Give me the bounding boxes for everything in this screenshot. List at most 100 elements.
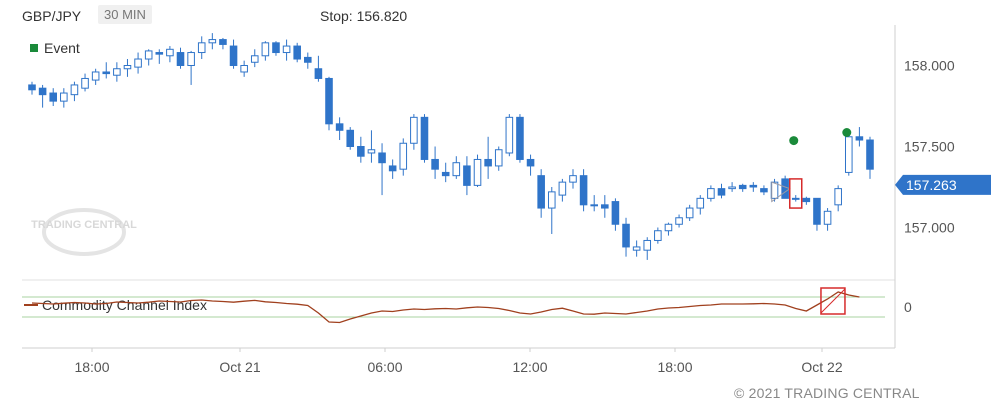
candle[interactable] — [304, 52, 312, 69]
candle[interactable] — [473, 154, 482, 187]
candle[interactable] — [685, 204, 694, 222]
candle[interactable] — [463, 156, 471, 196]
x-tick-label: 18:00 — [657, 359, 692, 375]
event-marker[interactable] — [789, 136, 799, 146]
candle[interactable] — [357, 136, 365, 163]
candle[interactable] — [855, 127, 864, 147]
candle[interactable] — [823, 208, 832, 231]
candle[interactable] — [325, 76, 333, 131]
candle-body-up — [643, 239, 652, 251]
candle[interactable] — [791, 195, 800, 202]
candle[interactable] — [399, 138, 408, 176]
candle[interactable] — [314, 55, 323, 82]
candle[interactable] — [601, 195, 609, 218]
candle[interactable] — [844, 130, 853, 176]
candle[interactable] — [717, 183, 726, 199]
candle[interactable] — [102, 62, 111, 79]
candle[interactable] — [123, 59, 132, 77]
candle[interactable] — [420, 114, 429, 163]
candle[interactable] — [760, 185, 768, 196]
candle[interactable] — [802, 196, 811, 205]
candle-body-up — [823, 210, 832, 225]
candle[interactable] — [134, 52, 142, 74]
candle[interactable] — [834, 185, 842, 212]
candle[interactable] — [654, 227, 662, 244]
candle[interactable] — [282, 39, 291, 61]
pattern-highlight-box[interactable] — [788, 178, 803, 209]
candle[interactable] — [728, 182, 736, 192]
candle-body-down — [293, 45, 301, 60]
timeframe-badge[interactable]: 30 MIN — [98, 5, 152, 24]
candle[interactable] — [749, 182, 758, 192]
candle-body-down — [622, 223, 630, 248]
candle[interactable] — [516, 114, 524, 163]
candle[interactable] — [113, 62, 121, 82]
candle-body-up — [770, 181, 779, 199]
event-marker[interactable] — [842, 128, 852, 137]
candle-body-down — [516, 116, 524, 160]
candle[interactable] — [866, 136, 874, 179]
candle[interactable] — [250, 49, 259, 68]
candle[interactable] — [664, 222, 673, 236]
candle[interactable] — [144, 49, 153, 66]
candle[interactable] — [707, 185, 715, 202]
candle[interactable] — [611, 198, 620, 231]
candle[interactable] — [91, 68, 100, 85]
candle[interactable] — [197, 36, 206, 60]
candle[interactable] — [696, 195, 705, 215]
candle[interactable] — [452, 156, 461, 179]
candle[interactable] — [643, 237, 652, 260]
candle[interactable] — [622, 217, 630, 257]
candle[interactable] — [813, 197, 821, 231]
candle[interactable] — [38, 84, 47, 108]
candle[interactable] — [208, 33, 217, 50]
candle[interactable] — [579, 169, 588, 212]
candle[interactable] — [81, 73, 89, 92]
candle[interactable] — [494, 146, 503, 171]
candle[interactable] — [70, 81, 79, 102]
candle[interactable] — [261, 41, 270, 61]
candle[interactable] — [187, 50, 195, 85]
candle[interactable] — [378, 143, 386, 196]
candle[interactable] — [272, 41, 280, 56]
candle[interactable] — [632, 240, 641, 257]
candle[interactable] — [537, 169, 545, 218]
candle[interactable] — [526, 154, 535, 176]
candle[interactable] — [60, 88, 68, 108]
candle[interactable] — [388, 159, 397, 179]
candle[interactable] — [410, 114, 418, 150]
candle[interactable] — [166, 46, 174, 63]
cci-highlight-box[interactable] — [820, 287, 846, 315]
candle[interactable] — [505, 114, 514, 157]
candle-body-up — [91, 71, 100, 81]
candle[interactable] — [367, 130, 376, 163]
candle[interactable] — [547, 187, 556, 234]
candle-body-down — [484, 158, 492, 167]
candle-body-up — [81, 77, 89, 89]
candle[interactable] — [569, 169, 577, 189]
candle[interactable] — [49, 88, 58, 106]
candle-body-down — [866, 139, 874, 170]
candle[interactable] — [219, 37, 227, 50]
candle[interactable] — [155, 49, 164, 64]
candle[interactable] — [558, 178, 567, 202]
candle[interactable] — [675, 214, 683, 228]
candle[interactable] — [738, 183, 747, 192]
event-legend: Event — [30, 40, 80, 56]
candle[interactable] — [484, 136, 492, 179]
cci-line[interactable] — [31, 291, 860, 324]
event-legend-swatch — [30, 44, 38, 52]
candle[interactable] — [590, 195, 598, 212]
candle[interactable] — [229, 39, 238, 69]
candle[interactable] — [293, 42, 301, 63]
candle[interactable] — [335, 117, 344, 141]
candle[interactable] — [176, 47, 185, 69]
y-tick-label: 157.000 — [904, 220, 955, 236]
candle[interactable] — [441, 162, 450, 183]
candle[interactable] — [431, 146, 439, 179]
candle[interactable] — [28, 81, 36, 95]
candle-body-down — [38, 87, 47, 96]
candle[interactable] — [240, 60, 248, 77]
candle[interactable] — [346, 127, 355, 150]
